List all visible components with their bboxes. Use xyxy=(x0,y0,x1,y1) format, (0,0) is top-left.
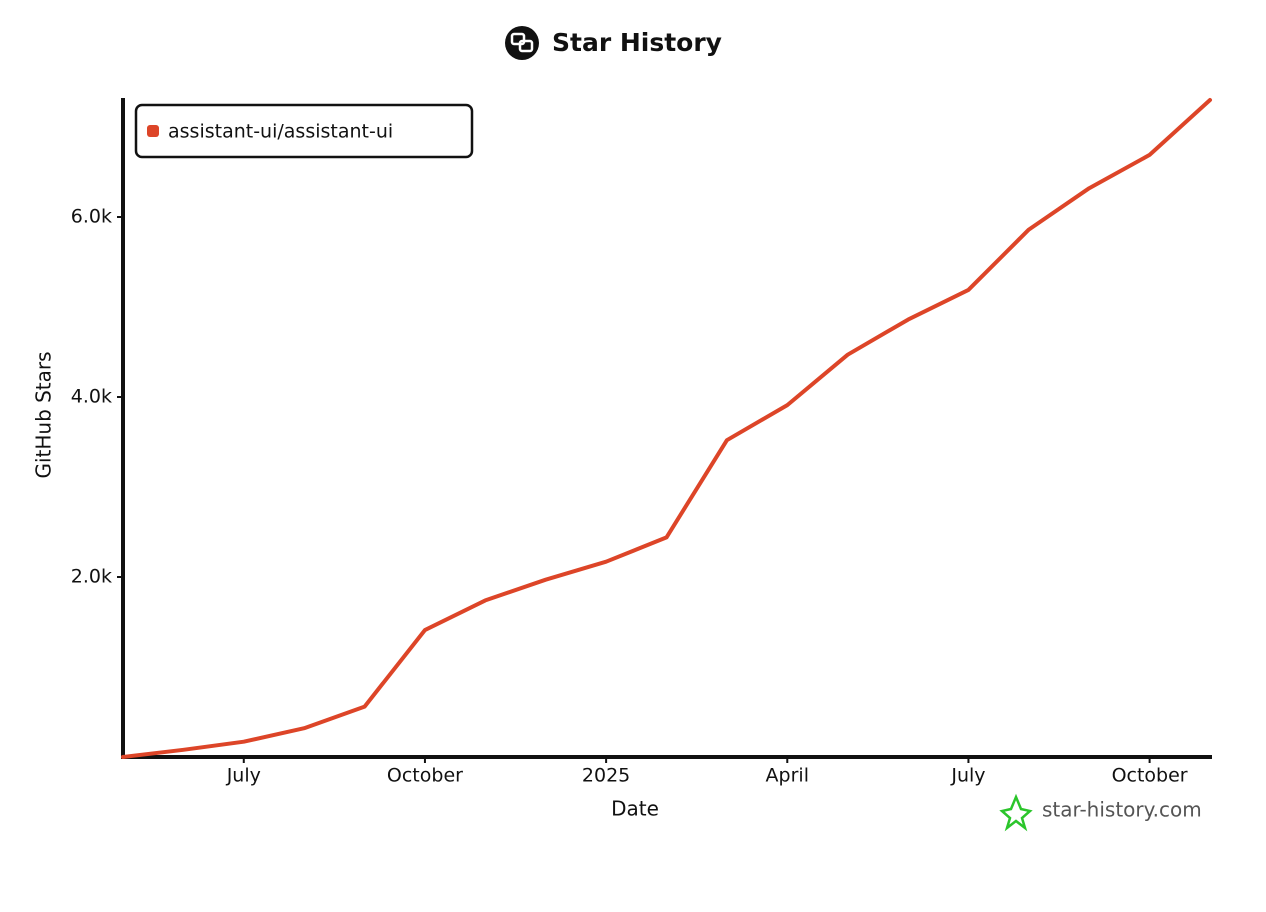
watermark-logo xyxy=(999,793,1033,832)
legend-label: assistant-ui/assistant-ui xyxy=(168,121,393,143)
x-tick-label: October xyxy=(387,765,463,787)
line xyxy=(121,98,1212,759)
x-axis-label: Date xyxy=(611,797,659,821)
y-tick-label: 2.0k xyxy=(71,566,112,588)
y-tick-label: 4.0k xyxy=(71,386,112,408)
legend-swatch xyxy=(147,125,159,137)
x-tick-label: 2025 xyxy=(582,765,630,787)
watermark: star-history.com xyxy=(1042,798,1202,822)
chart-title: Star History xyxy=(552,28,722,57)
x-tick-label: April xyxy=(766,765,809,787)
legend-box xyxy=(134,103,474,159)
y-tick-label: 6.0k xyxy=(71,206,112,228)
x-tick-label: July xyxy=(950,765,985,787)
y-axis-label: GitHub Stars xyxy=(32,351,56,478)
x-tick-label: October xyxy=(1112,765,1188,787)
title-logo xyxy=(505,26,539,60)
x-tick-label: July xyxy=(226,765,261,787)
